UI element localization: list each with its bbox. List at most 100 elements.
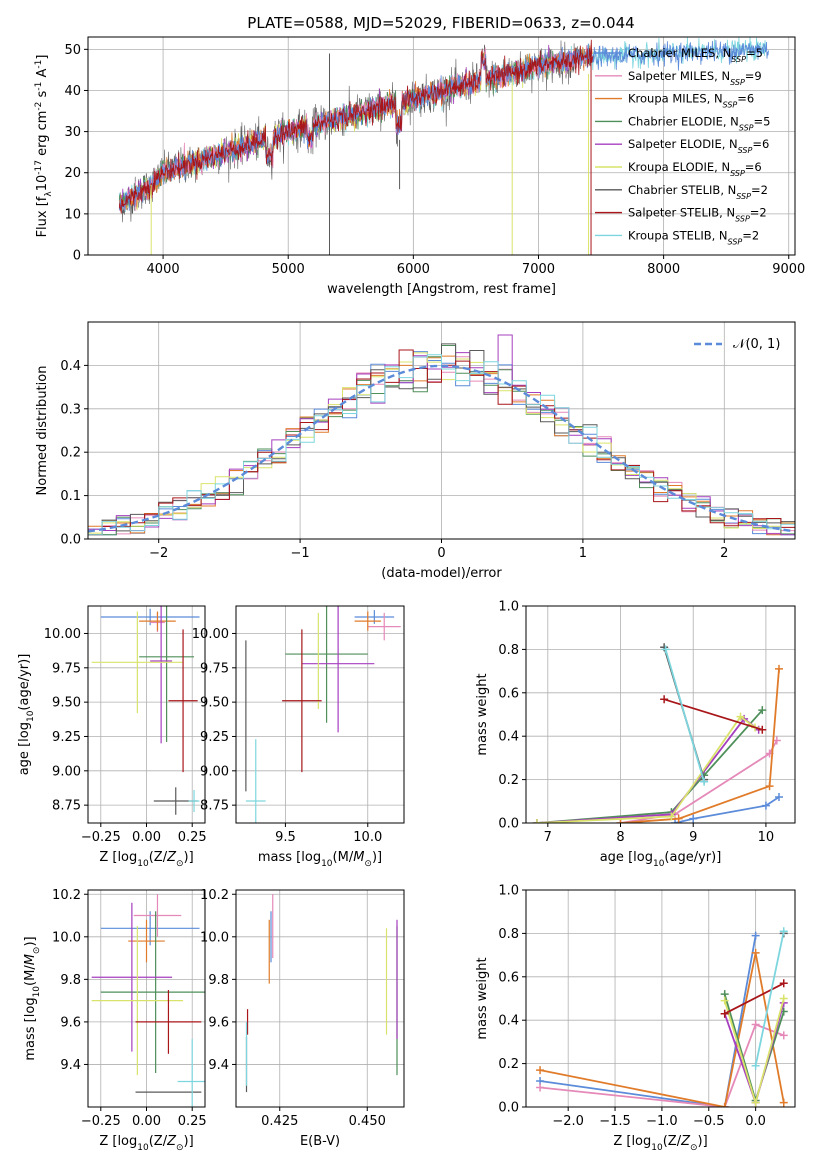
figure-title: PLATE=0588, MJD=52029, FIBERID=0633, z=0… — [247, 14, 634, 32]
x-axis-label: E(B-V) — [300, 1134, 340, 1149]
y-tick-label: 0.6 — [498, 970, 519, 985]
y-tick-label: 9.4 — [60, 1058, 81, 1073]
weight-marker-2 — [536, 1066, 545, 1075]
y-tick-label: 0 — [73, 249, 81, 264]
weight-marker-7 — [758, 725, 767, 734]
y-tick-label: 9.8 — [208, 973, 229, 988]
axes-frame — [235, 605, 405, 824]
y-tick-label: 0.3 — [60, 402, 81, 417]
axes-frame-residual_histogram: −2 −1 0 1 2 0.0 0.1 0.2 0.3 0.4 (data-model)/error… — [35, 321, 796, 581]
x-tick-label: 0.425 — [261, 1114, 298, 1129]
weight-marker-2 — [616, 819, 625, 823]
weight-marker-0 — [671, 819, 680, 823]
y-tick-label: 0.4 — [498, 1014, 519, 1029]
weight-marker-0 — [751, 931, 760, 940]
y-tick-label: 10.0 — [52, 930, 81, 945]
panel-weight_vs_age: 7 8 9 10 0.0 0.2 0.4 0.6 0.8 1.0 age [log10​(age/y… — [475, 600, 796, 869]
x-tick-label: −1 — [291, 546, 310, 561]
plot-area-weight_vs_Z — [536, 927, 788, 1107]
weight-marker-2 — [751, 948, 760, 957]
weight-marker-0 — [689, 814, 698, 823]
y-tick-label: 10.00 — [192, 627, 229, 642]
y-tick-label: 9.8 — [60, 973, 81, 988]
panel-age_vs_mass: 9.5 10.0 8.75 9.00 9.25 9.50 9.75 10.00 mass [lo… — [192, 605, 405, 869]
panel-weight_vs_Z: −2.0 −1.5 −1.0 −0.5 0.0 0.0 0.2 0.4 0.6 0.8 1.0 Z [… — [475, 884, 796, 1153]
y-tick-label: 50 — [64, 43, 81, 58]
x-tick-label: 10.0 — [353, 830, 382, 845]
weight-marker-5 — [720, 996, 729, 1005]
y-tick-label: 9.50 — [52, 696, 81, 711]
weight-line-2 — [539, 952, 785, 1107]
legend-label: Chabrier STELIB, NSSP=2 — [628, 183, 768, 201]
weight-marker-2 — [765, 782, 774, 791]
plot-area-age_vs_Z — [91, 606, 200, 815]
weight-marker-1 — [772, 736, 781, 745]
axes-frame-spectrum: 4000 5000 6000 7000 8000 9000 0 10 20 30 40 50 wavel… — [34, 36, 805, 297]
x-tick-label: 5000 — [272, 262, 305, 277]
weight-marker-2 — [720, 1103, 729, 1107]
weight-line-8 — [754, 931, 785, 1066]
x-tick-label: 2 — [720, 546, 728, 561]
axes-frame-age_vs_Z: −0.25 0.00 0.25 8.75 9.00 9.25 9.50 9.75 10.00 Z … — [17, 605, 207, 869]
legend-label: Salpeter ELODIE, NSSP=6 — [628, 137, 769, 155]
weight-marker-2 — [775, 664, 784, 673]
axes-frame-mass_vs_Z: −0.25 0.00 0.25 9.4 9.6 9.8 10.0 10.2 Z [log10​(… — [23, 888, 207, 1153]
y-tick-label: 10.00 — [44, 627, 81, 642]
axes-frame-age_vs_mass: 9.5 10.0 8.75 9.00 9.25 9.50 9.75 10.00 mass [lo… — [192, 605, 405, 869]
y-axis-label: mass weight — [475, 957, 490, 1039]
y-tick-label: 8.75 — [52, 799, 81, 814]
weight-marker-5 — [736, 712, 745, 721]
y-tick-label: 40 — [64, 84, 81, 99]
weight-marker-7 — [720, 1009, 729, 1018]
panel-age_vs_Z: −0.25 0.00 0.25 8.75 9.00 9.25 9.50 9.75 10.00 Z … — [17, 605, 207, 869]
x-tick-label: 8 — [616, 830, 624, 845]
weight-marker-1 — [751, 1020, 760, 1029]
y-tick-label: 0.8 — [498, 643, 519, 658]
x-tick-label: −2.0 — [552, 1114, 584, 1129]
y-tick-label: 10 — [64, 207, 81, 222]
axes-frame-mass_vs_ebv: 0.425 0.450 9.4 9.6 9.8 10.0 10.2 E(B-V) — [200, 888, 405, 1149]
x-tick-label: 10 — [758, 830, 775, 845]
weight-marker-5 — [779, 994, 788, 1003]
y-tick-label: 0.6 — [498, 686, 519, 701]
y-tick-label: 10.0 — [200, 930, 229, 945]
x-axis-label: mass [log10​(M/M⊙)] — [258, 850, 382, 869]
weight-marker-7 — [660, 695, 669, 704]
y-tick-label: 9.50 — [200, 696, 229, 711]
legend-label: Kroupa MILES, NSSP=6 — [628, 92, 754, 110]
legend-label: Chabrier MILES, NSSP=5 — [628, 46, 763, 64]
x-tick-label: 0.450 — [349, 1114, 386, 1129]
y-tick-label: 0.8 — [498, 927, 519, 942]
y-tick-label: 9.75 — [200, 661, 229, 676]
y-axis-label: mass weight — [475, 673, 490, 755]
y-tick-label: 20 — [64, 166, 81, 181]
weight-line-7 — [663, 698, 763, 731]
legend-spectrum: Chabrier MILES, NSSP=5 Salpeter MILES, NS… — [595, 46, 770, 246]
axes-frame-weight_vs_Z: −2.0 −1.5 −1.0 −0.5 0.0 0.0 0.2 0.4 0.6 0.8 1.0 Z [… — [475, 884, 796, 1153]
x-tick-label: −0.25 — [81, 830, 121, 845]
y-tick-label: 0.1 — [60, 489, 81, 504]
weight-marker-5 — [751, 1098, 760, 1107]
weight-line-5 — [723, 998, 785, 1106]
weight-marker-5 — [532, 819, 541, 823]
y-tick-label: 0.0 — [498, 817, 519, 832]
weight-marker-0 — [761, 801, 770, 810]
x-tick-label: −0.5 — [693, 1114, 725, 1129]
legend-label: Kroupa STELIB, NSSP=2 — [628, 228, 759, 246]
weight-line-0 — [674, 796, 780, 823]
axes-frame-weight_vs_age: 7 8 9 10 0.0 0.2 0.4 0.6 0.8 1.0 age [log10​(age/y… — [475, 600, 796, 869]
x-tick-label: −1.5 — [599, 1114, 631, 1129]
plot-area-residual_histogram — [88, 334, 795, 536]
weight-marker-0 — [775, 792, 784, 801]
panel-mass_vs_Z: −0.25 0.00 0.25 9.4 9.6 9.8 10.0 10.2 Z [log10​(… — [23, 888, 207, 1153]
plot-area-age_vs_mass — [245, 606, 401, 823]
x-axis-label: Z [log10​(Z/Z⊙)] — [99, 850, 193, 869]
x-tick-label: 0.00 — [132, 830, 161, 845]
x-tick-label: −0.25 — [81, 1114, 121, 1129]
y-tick-label: 9.25 — [200, 730, 229, 745]
y-tick-label: 1.0 — [498, 884, 519, 899]
weight-line-0 — [539, 935, 757, 1107]
axes-frame — [525, 605, 796, 824]
axes-frame — [235, 889, 405, 1108]
